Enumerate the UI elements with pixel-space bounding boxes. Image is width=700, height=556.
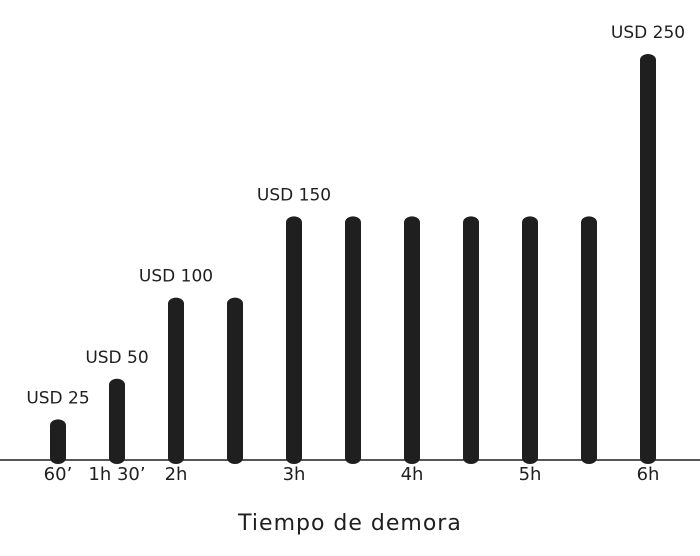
bar-8 <box>522 216 538 464</box>
x-tick-label-5: 5h <box>519 464 542 485</box>
bar-2 <box>168 297 184 464</box>
value-label-4: USD 150 <box>257 185 331 205</box>
bar-6 <box>404 216 420 464</box>
x-tick-label-3: 3h <box>283 464 306 485</box>
bar-1 <box>109 378 125 464</box>
bar-5 <box>345 216 361 464</box>
bar-7 <box>463 216 479 464</box>
x-tick-label-4: 4h <box>401 464 424 485</box>
value-label-2: USD 100 <box>139 267 213 287</box>
bar-0 <box>50 419 66 464</box>
value-label-10: USD 250 <box>611 23 685 43</box>
bar-4 <box>286 216 302 464</box>
x-axis-title: Tiempo de demora <box>237 511 462 536</box>
bar-10 <box>640 54 656 464</box>
bar-9 <box>581 216 597 464</box>
x-tick-label-2: 2h <box>165 464 188 485</box>
x-tick-label-6: 6h <box>637 464 660 485</box>
value-label-0: USD 25 <box>26 388 89 408</box>
tick-labels-layer: 60’ 1h 30’ 2h 3h 4h 5h 6h <box>44 464 660 485</box>
value-label-1: USD 50 <box>85 348 148 368</box>
bars-layer <box>50 54 656 464</box>
bar-3 <box>227 297 243 464</box>
x-tick-label-0: 60’ <box>44 464 73 485</box>
x-tick-label-1: 1h 30’ <box>88 464 145 485</box>
value-labels-layer: USD 25 USD 50 USD 100 USD 150 USD 250 <box>26 23 685 408</box>
